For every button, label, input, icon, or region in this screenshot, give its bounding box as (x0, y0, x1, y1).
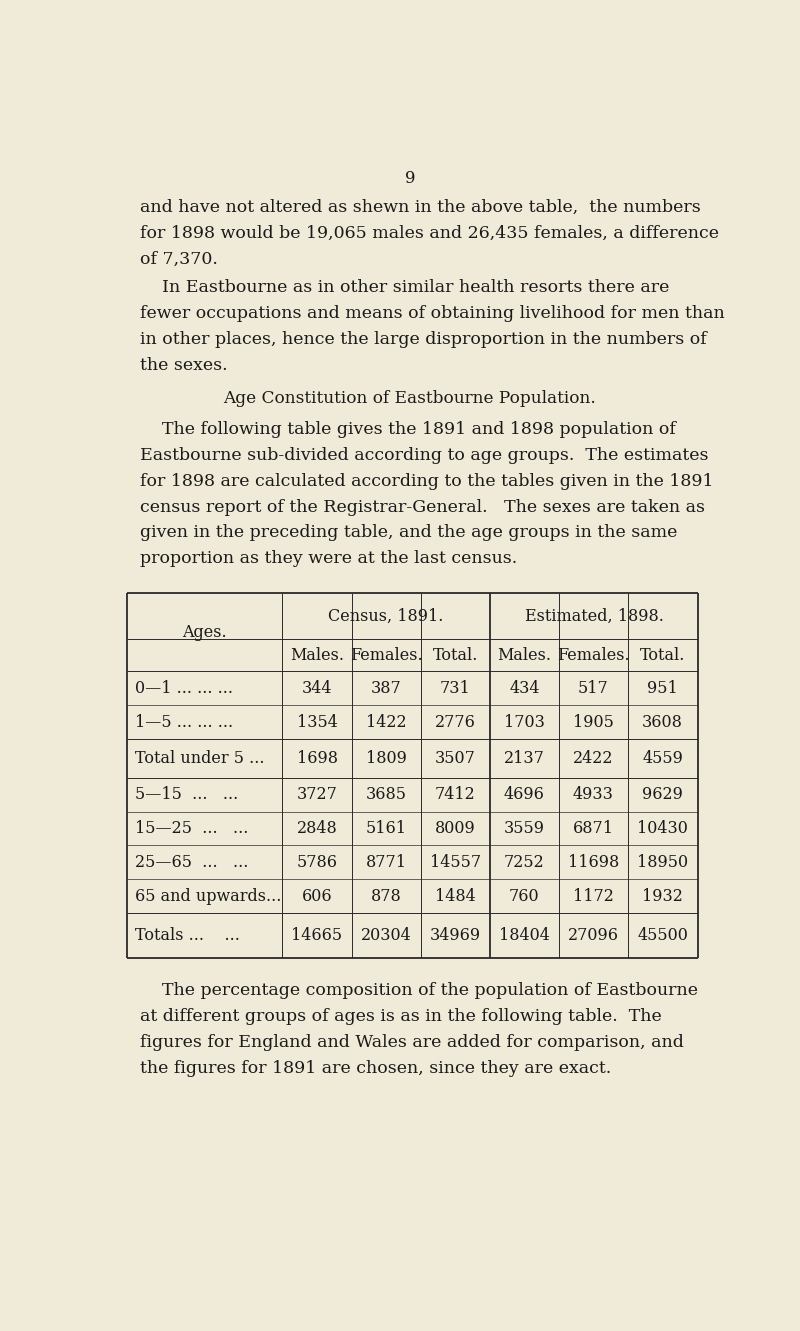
Text: 1932: 1932 (642, 888, 683, 905)
Text: Females.: Females. (557, 647, 630, 664)
Text: Total.: Total. (433, 647, 478, 664)
Text: Age Constitution of Eastbourne Population.: Age Constitution of Eastbourne Populatio… (223, 390, 597, 407)
Text: 1—5 ... ... ...: 1—5 ... ... ... (135, 713, 233, 731)
Text: 7412: 7412 (435, 787, 476, 803)
Text: The following table gives the 1891 and 1898 population of: The following table gives the 1891 and 1… (140, 421, 676, 438)
Text: for 1898 are calculated according to the tables given in the 1891: for 1898 are calculated according to the… (140, 473, 714, 490)
Text: 3559: 3559 (504, 820, 545, 837)
Text: and have not altered as shewn in the above table,  the numbers: and have not altered as shewn in the abo… (140, 200, 701, 216)
Text: 1905: 1905 (573, 713, 614, 731)
Text: 3685: 3685 (366, 787, 406, 803)
Text: 11698: 11698 (568, 855, 619, 870)
Text: 387: 387 (370, 680, 402, 697)
Text: in other places, hence the large disproportion in the numbers of: in other places, hence the large disprop… (140, 331, 707, 347)
Text: 951: 951 (647, 680, 678, 697)
Text: In Eastbourne as in other similar health resorts there are: In Eastbourne as in other similar health… (140, 280, 670, 297)
Text: 760: 760 (509, 888, 540, 905)
Text: 9629: 9629 (642, 787, 683, 803)
Text: 731: 731 (440, 680, 470, 697)
Text: 14665: 14665 (291, 926, 342, 944)
Text: 10430: 10430 (637, 820, 688, 837)
Text: 434: 434 (509, 680, 540, 697)
Text: Females.: Females. (350, 647, 422, 664)
Text: 1172: 1172 (573, 888, 614, 905)
Text: 2776: 2776 (435, 713, 476, 731)
Text: 25—65  ...   ...: 25—65 ... ... (135, 855, 248, 870)
Text: 4559: 4559 (642, 749, 683, 767)
Text: Males.: Males. (498, 647, 551, 664)
Text: Total.: Total. (640, 647, 686, 664)
Text: proportion as they were at the last census.: proportion as they were at the last cens… (140, 550, 518, 567)
Text: 8771: 8771 (366, 855, 406, 870)
Text: 1703: 1703 (504, 713, 545, 731)
Text: 1422: 1422 (366, 713, 406, 731)
Text: census report of the Registrar-General.   The sexes are taken as: census report of the Registrar-General. … (140, 499, 706, 515)
Text: 1698: 1698 (297, 749, 338, 767)
Text: 34969: 34969 (430, 926, 481, 944)
Text: 1354: 1354 (297, 713, 338, 731)
Text: the sexes.: the sexes. (140, 357, 228, 374)
Text: 2848: 2848 (297, 820, 338, 837)
Text: the figures for 1891 are chosen, since they are exact.: the figures for 1891 are chosen, since t… (140, 1059, 611, 1077)
Text: 344: 344 (302, 680, 332, 697)
Text: 65 and upwards...: 65 and upwards... (135, 888, 282, 905)
Text: 7252: 7252 (504, 855, 545, 870)
Text: Totals ...    ...: Totals ... ... (135, 926, 240, 944)
Text: 45500: 45500 (637, 926, 688, 944)
Text: The percentage composition of the population of Eastbourne: The percentage composition of the popula… (140, 982, 698, 1000)
Text: 517: 517 (578, 680, 609, 697)
Text: for 1898 would be 19,065 males and 26,435 females, a difference: for 1898 would be 19,065 males and 26,43… (140, 225, 719, 242)
Text: 3608: 3608 (642, 713, 683, 731)
Text: 1809: 1809 (366, 749, 406, 767)
Text: 5161: 5161 (366, 820, 406, 837)
Text: 4933: 4933 (573, 787, 614, 803)
Text: Census, 1891.: Census, 1891. (329, 607, 444, 624)
Text: 9: 9 (405, 170, 415, 186)
Text: 18404: 18404 (499, 926, 550, 944)
Text: of 7,370.: of 7,370. (140, 250, 218, 268)
Text: figures for England and Wales are added for comparison, and: figures for England and Wales are added … (140, 1034, 684, 1051)
Text: 4696: 4696 (504, 787, 545, 803)
Text: 27096: 27096 (568, 926, 619, 944)
Text: 15—25  ...   ...: 15—25 ... ... (135, 820, 248, 837)
Text: Males.: Males. (290, 647, 344, 664)
Text: 0—1 ... ... ...: 0—1 ... ... ... (135, 680, 233, 697)
Text: at different groups of ages is as in the following table.  The: at different groups of ages is as in the… (140, 1009, 662, 1025)
Text: Eastbourne sub-divided according to age groups.  The estimates: Eastbourne sub-divided according to age … (140, 447, 709, 465)
Text: 3507: 3507 (435, 749, 476, 767)
Text: 20304: 20304 (361, 926, 411, 944)
Text: 14557: 14557 (430, 855, 481, 870)
Text: fewer occupations and means of obtaining livelihood for men than: fewer occupations and means of obtaining… (140, 305, 725, 322)
Text: 5—15  ...   ...: 5—15 ... ... (135, 787, 238, 803)
Text: Estimated, 1898.: Estimated, 1898. (525, 607, 663, 624)
Text: 3727: 3727 (297, 787, 338, 803)
Text: 18950: 18950 (637, 855, 688, 870)
Text: 6871: 6871 (573, 820, 614, 837)
Text: 606: 606 (302, 888, 332, 905)
Text: Total under 5 ...: Total under 5 ... (135, 749, 264, 767)
Text: 5786: 5786 (297, 855, 338, 870)
Text: Ages.: Ages. (182, 624, 227, 640)
Text: 878: 878 (370, 888, 402, 905)
Text: 1484: 1484 (435, 888, 476, 905)
Text: 8009: 8009 (435, 820, 476, 837)
Text: 2137: 2137 (504, 749, 545, 767)
Text: given in the preceding table, and the age groups in the same: given in the preceding table, and the ag… (140, 524, 678, 542)
Text: 2422: 2422 (574, 749, 614, 767)
